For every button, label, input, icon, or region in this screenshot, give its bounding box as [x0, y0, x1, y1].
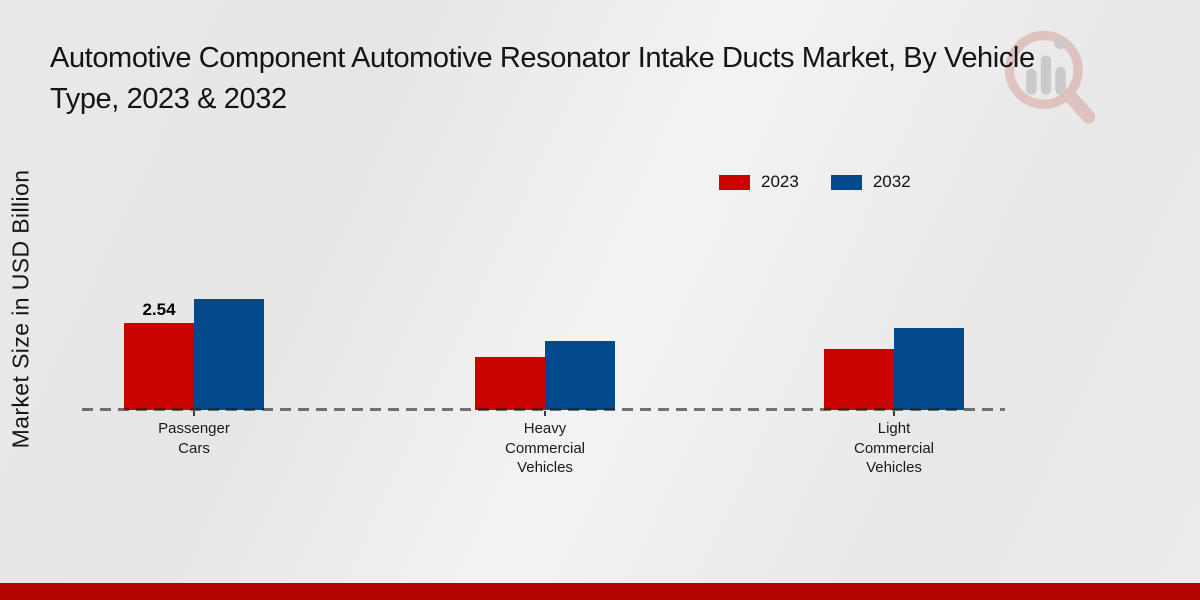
- magnifier-lens-icon: [1004, 30, 1083, 109]
- chart-title-line2: Type, 2023 & 2032: [50, 83, 287, 115]
- bar-2032-category-0: [194, 299, 264, 410]
- legend-item-2032: 2032: [830, 172, 911, 192]
- logo-bar-icon: [1055, 66, 1066, 95]
- bar-2032-category-2: [894, 328, 964, 410]
- x-axis-baseline: [82, 408, 1005, 411]
- bar-2032-category-1: [545, 341, 615, 410]
- logo-bar-icon: [1040, 55, 1052, 95]
- legend-swatch-2032: [830, 174, 862, 190]
- y-axis-label: Market Size in USD Billion: [7, 169, 34, 449]
- chart-title: Automotive Component Automotive Resonato…: [50, 38, 1035, 120]
- legend: 2023 2032: [719, 172, 911, 192]
- bar-2023-category-2: [824, 349, 894, 410]
- magnifier-handle-icon: [1064, 90, 1096, 124]
- bar-2023-category-1: [475, 357, 545, 410]
- bottom-accent-bar: [0, 583, 1200, 600]
- bar-2023-category-0: [124, 323, 194, 410]
- x-axis-tick-2: [893, 411, 895, 416]
- legend-swatch-2023: [719, 174, 750, 190]
- legend-item-2023: 2023: [719, 172, 799, 192]
- watermark-logo: [1004, 30, 1096, 124]
- value-label-2023: 2.54: [142, 300, 176, 319]
- x-axis-tick-0: [193, 411, 195, 416]
- logo-bar-icon: [1026, 68, 1037, 95]
- legend-label-2032: 2032: [872, 172, 911, 191]
- logo-dot-icon: [1054, 36, 1067, 50]
- category-label-1: Heavy Commercial Vehicles: [504, 420, 585, 476]
- category-label-2: Light Commercial Vehicles: [853, 420, 934, 476]
- x-axis-tick-1: [544, 411, 546, 416]
- chart-title-line1: Automotive Component Automotive Resonato…: [50, 42, 1035, 74]
- category-label-0: Passenger Cars: [158, 420, 230, 457]
- legend-label-2023: 2023: [761, 172, 799, 191]
